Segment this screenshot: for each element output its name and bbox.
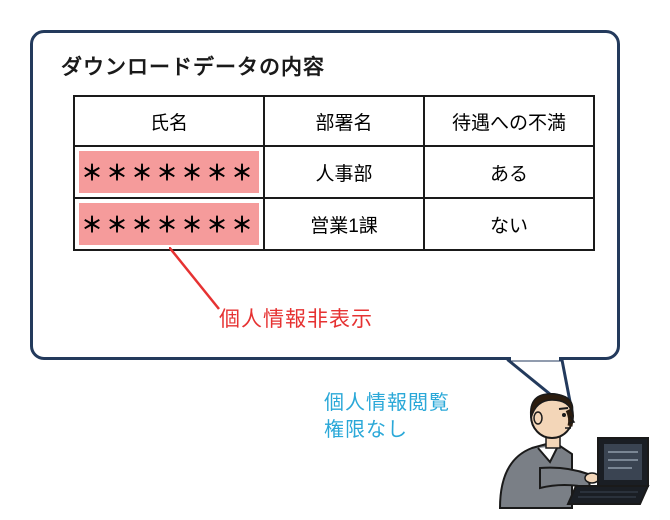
person-label: 個人情報閲覧 権限なし: [324, 390, 450, 444]
cell-complaint: ある: [424, 146, 594, 198]
cell-complaint: ない: [424, 198, 594, 250]
table-row: ＊＊＊＊＊＊＊ 人事部 ある: [74, 146, 594, 198]
table-row: ＊＊＊＊＊＊＊ 営業1課 ない: [74, 198, 594, 250]
cell-dept: 営業1課: [264, 198, 424, 250]
person-label-line1: 個人情報閲覧: [324, 392, 450, 414]
person-illustration: [480, 370, 650, 510]
cell-name-masked: ＊＊＊＊＊＊＊: [74, 146, 264, 198]
callout-text: 個人情報非表示: [219, 303, 373, 333]
speech-bubble: ダウンロードデータの内容 氏名 部署名 待遇への不満 ＊＊＊＊＊＊＊ 人事部 あ…: [30, 30, 620, 360]
col-header-name: 氏名: [74, 96, 264, 146]
bubble-title: ダウンロードデータの内容: [61, 51, 325, 81]
person-label-line2: 権限なし: [324, 419, 408, 441]
masked-value: ＊＊＊＊＊＊＊: [79, 203, 259, 245]
cell-dept: 人事部: [264, 146, 424, 198]
table-header-row: 氏名 部署名 待遇への不満: [74, 96, 594, 146]
masked-value: ＊＊＊＊＊＊＊: [79, 151, 259, 193]
col-header-dept: 部署名: [264, 96, 424, 146]
data-table: 氏名 部署名 待遇への不満 ＊＊＊＊＊＊＊ 人事部 ある ＊＊＊＊＊＊＊ 営業1…: [73, 95, 595, 251]
col-header-complaint: 待遇への不満: [424, 96, 594, 146]
cell-name-masked: ＊＊＊＊＊＊＊: [74, 198, 264, 250]
